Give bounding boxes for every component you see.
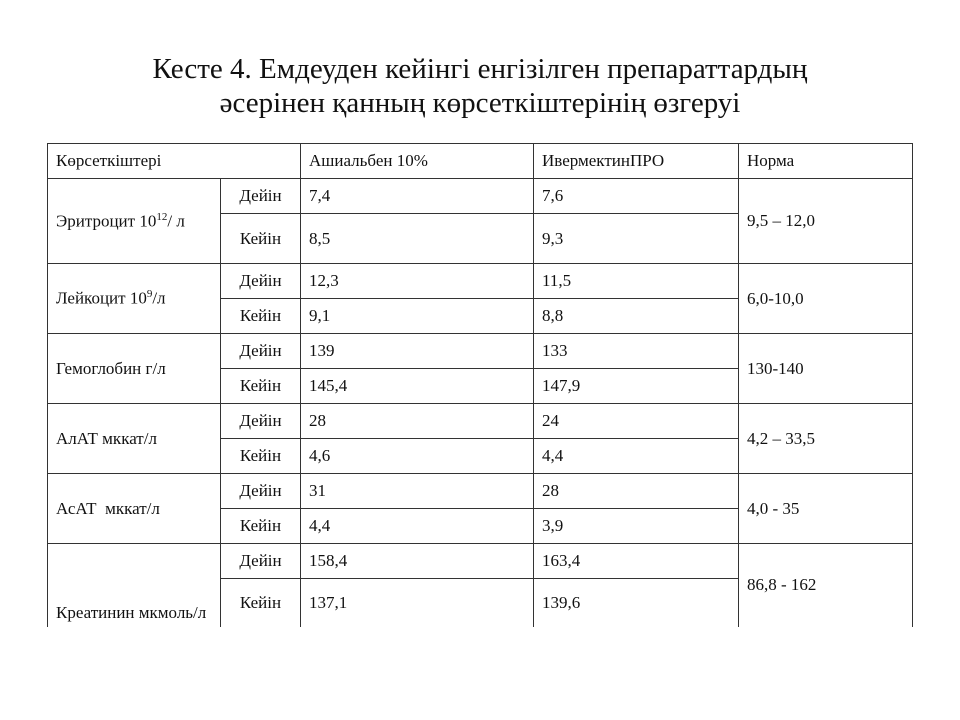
stage-cell: Дейін [220,178,301,214]
value-cell: 9,3 [533,213,739,264]
value-cell: 9,1 [300,298,534,334]
header-cell: Ашиальбен 10% [300,143,534,179]
table-row: АлАТ мккат/л Дейін 28 24 4,2 – 33,5 [47,403,913,474]
value-cell: 163,4 [533,543,739,579]
table-row: Креатинин мкмоль/л Дейін 158,4 163,4 86,8 - … [47,543,913,627]
table-body: Көрсеткіштері Ашиальбен 10% ИвермектинПР… [47,143,913,627]
stage-cell: Кейін [220,508,301,544]
norm-cell: 6,0-10,0 [738,263,913,334]
title-line: әсерінен қанның көрсеткіштерінің өзгеруі [219,87,741,119]
stage-cell: Кейін [220,213,301,264]
table-row: АсАТ мккат/л Дейін 31 28 4,0 - 35 [47,473,913,544]
indicator-cell: Креатинин мкмоль/л [47,543,221,627]
value-cell: 145,4 [300,368,534,404]
table-row: Кейін 137,1 139,6 [48,578,913,627]
indicator-cell: Лейкоцит 109/л [47,263,221,334]
stage-cell: Кейін [220,578,301,627]
value-cell: 8,8 [533,298,739,334]
value-cell: 133 [533,333,739,369]
value-cell: 139,6 [533,578,739,627]
stage-cell: Дейін [220,473,301,509]
indicator-sup: 12 [156,210,168,223]
indicator-text: Лейкоцит 10 [56,288,147,308]
table-row: Гемоглобин г/л Дейін 139 133 130-140 [47,333,913,404]
norm-cell: 130-140 [738,333,913,404]
indicator-cell: Эритроцит 1012/ л [47,178,221,264]
table-row: Кейін 145,4 147,9 [48,368,913,404]
table-row: Кейін 4,4 3,9 [48,508,913,544]
table-row: Кейін 8,5 9,3 [48,213,913,264]
value-cell: 4,4 [533,438,739,474]
value-cell: 137,1 [300,578,534,627]
stage-cell: Дейін [220,333,301,369]
value-cell: 31 [300,473,534,509]
norm-cell: 4,0 - 35 [738,473,913,544]
value-cell: 4,4 [300,508,534,544]
header-row: Көрсеткіштері Ашиальбен 10% ИвермектинПР… [47,143,913,179]
norm-cell: 4,2 – 33,5 [738,403,913,474]
value-cell: 3,9 [533,508,739,544]
value-cell: 8,5 [300,213,534,264]
table-row: Кейін 4,6 4,4 [48,438,913,474]
value-cell: 12,3 [300,263,534,299]
stage-cell: Дейін [220,263,301,299]
value-cell: 28 [533,473,739,509]
data-table: Көрсеткіштері Ашиальбен 10% ИвермектинПР… [47,143,913,627]
stage-cell: Дейін [220,543,301,579]
norm-cell: 86,8 - 162 [738,543,913,627]
value-cell: 7,6 [533,178,739,214]
stage-cell: Дейін [220,403,301,439]
indicator-cell: АсАТ мккат/л [47,473,221,544]
stage-cell: Кейін [220,438,301,474]
title-line: Кесте 4. Емдеуден кейінгі енгізілген пре… [152,53,808,85]
header-cell: Көрсеткіштері [47,143,301,179]
indicator-cell: АлАТ мккат/л [47,403,221,474]
value-cell: 24 [533,403,739,439]
header-cell: ИвермектинПРО [533,143,739,179]
value-cell: 28 [300,403,534,439]
norm-cell: 9,5 – 12,0 [738,178,913,264]
indicator-text: Эритроцит 10 [56,211,157,231]
value-cell: 158,4 [300,543,534,579]
value-cell: 139 [300,333,534,369]
table-row: Эритроцит 1012/ л Дейін 7,4 7,6 9,5 – 12,0 [47,178,913,264]
table-row: Лейкоцит 109/л Дейін 12,3 11,5 6,0-10,0 [47,263,913,334]
header-cell: Норма [738,143,913,179]
table-row: Кейін 9,1 8,8 [48,298,913,334]
indicator-tail: / л [167,211,185,231]
value-cell: 147,9 [533,368,739,404]
value-cell: 7,4 [300,178,534,214]
stage-cell: Кейін [220,368,301,404]
value-cell: 11,5 [533,263,739,299]
value-cell: 4,6 [300,438,534,474]
indicator-sup: 9 [146,288,153,301]
stage-cell: Кейін [220,298,301,334]
indicator-tail: /л [152,288,166,308]
title: Кесте 4. Емдеуден кейінгі енгізілген пре… [0,52,960,120]
indicator-cell: Гемоглобин г/л [47,333,221,404]
